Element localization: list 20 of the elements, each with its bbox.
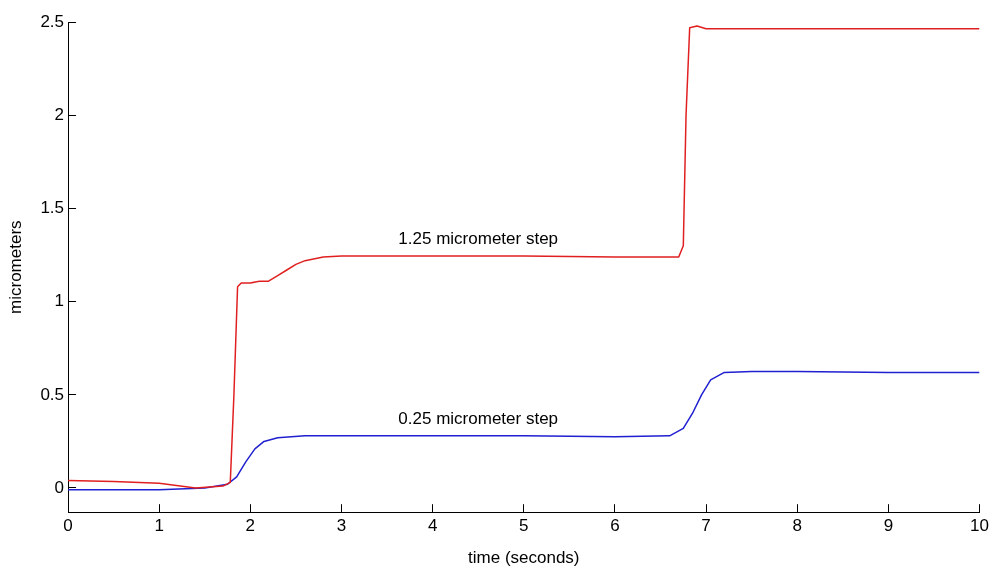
y-tick-label: 2	[54, 105, 65, 125]
x-axis-title: time (seconds)	[468, 548, 580, 568]
x-tick-label: 2	[245, 516, 256, 536]
x-tick-label: 5	[519, 516, 529, 536]
annotation: 0.25 micrometer step	[398, 409, 559, 428]
x-tick-label: 10	[970, 516, 990, 536]
x-tick-label: 9	[883, 516, 894, 536]
y-tick-label: 1	[54, 291, 65, 311]
x-tick-label: 8	[792, 516, 802, 536]
x-tick-label: 1	[154, 516, 164, 536]
y-tick-label: 0	[54, 477, 65, 497]
y-tick-label: 1.5	[40, 198, 65, 218]
y-tick-label: 2.5	[40, 11, 65, 31]
x-tick-label: 4	[427, 516, 438, 536]
x-tick-label: 3	[336, 516, 347, 536]
y-tick-label: 0.5	[40, 384, 65, 404]
x-tick-label: 7	[701, 516, 711, 536]
y-axis-title: micrometers	[5, 220, 25, 314]
x-tick-label: 6	[610, 516, 620, 536]
annotation: 1.25 micrometer step	[398, 229, 559, 249]
